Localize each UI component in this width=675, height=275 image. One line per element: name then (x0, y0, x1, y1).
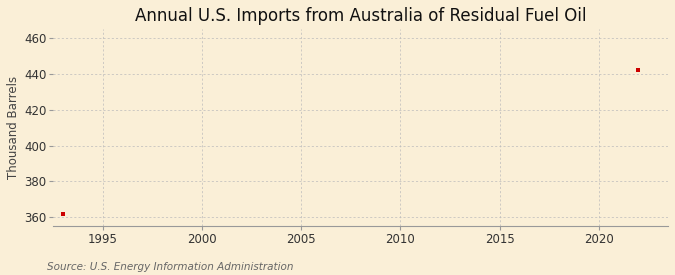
Y-axis label: Thousand Barrels: Thousand Barrels (7, 76, 20, 179)
Text: Source: U.S. Energy Information Administration: Source: U.S. Energy Information Administ… (47, 262, 294, 272)
Title: Annual U.S. Imports from Australia of Residual Fuel Oil: Annual U.S. Imports from Australia of Re… (135, 7, 587, 25)
